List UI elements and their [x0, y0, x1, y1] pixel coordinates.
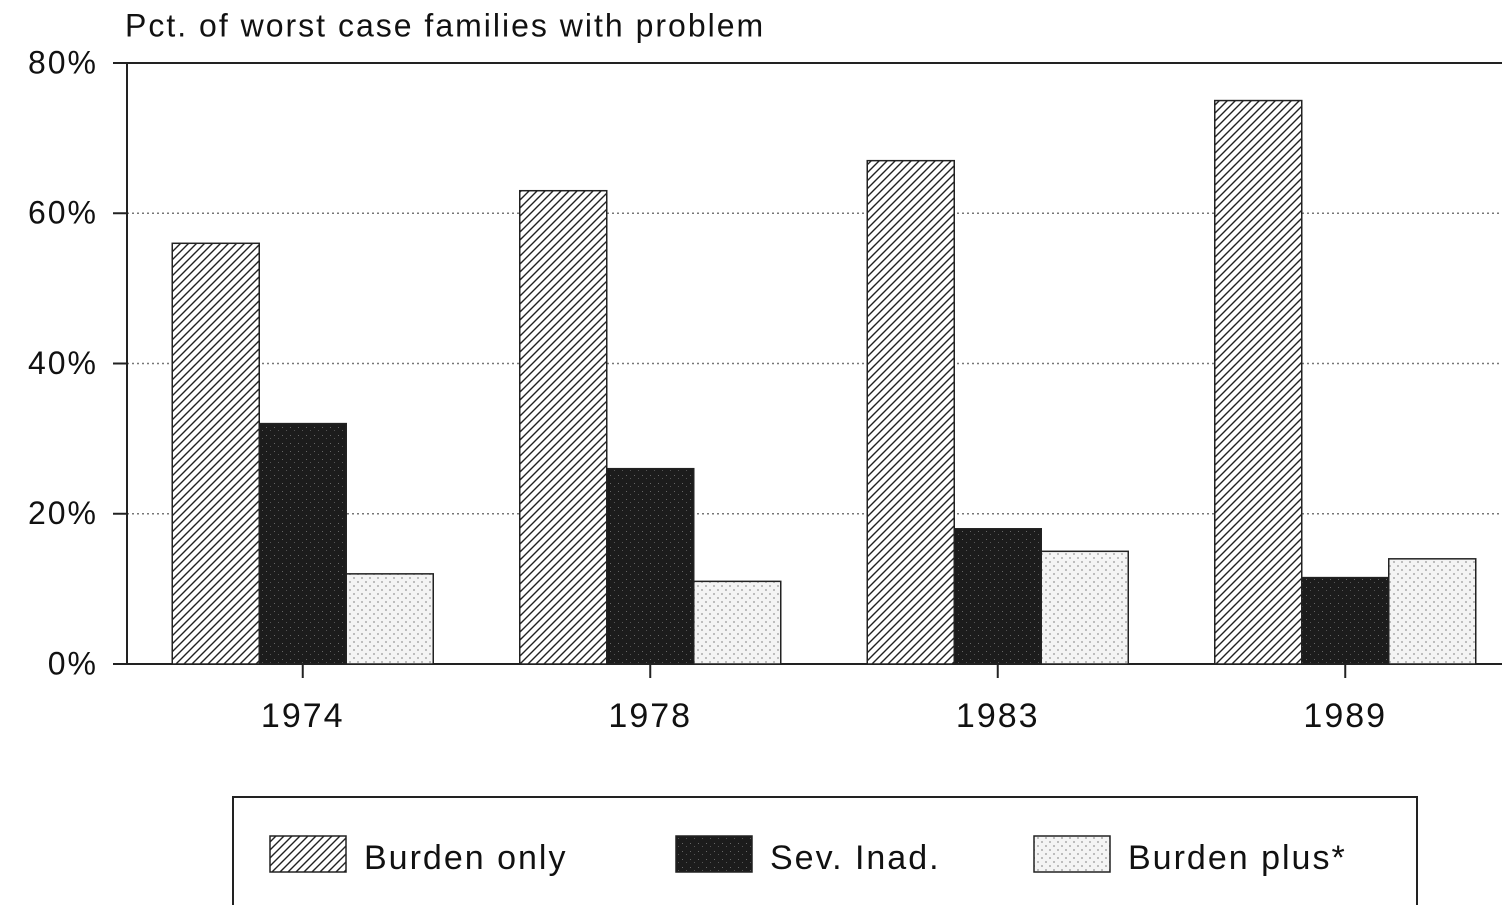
bar [606, 467, 695, 665]
y-tick-label: 0% [48, 645, 98, 681]
bar [693, 580, 782, 665]
bar [258, 422, 347, 665]
legend-swatch [675, 835, 753, 873]
bar [1040, 550, 1129, 665]
x-tick-label: 1989 [1303, 697, 1387, 735]
bar [171, 242, 260, 665]
bar [345, 573, 434, 665]
legend-label: Burden plus* [1128, 839, 1347, 877]
bar [1301, 576, 1390, 665]
legend-label: Burden only [364, 839, 567, 877]
y-tick-label: 40% [28, 345, 98, 381]
y-tick-label: 80% [28, 44, 98, 80]
x-tick-label: 1978 [608, 697, 692, 735]
legend-swatch [269, 835, 347, 873]
legend-label: Sev. Inad. [770, 839, 941, 877]
y-tick-label: 60% [28, 195, 98, 231]
legend-swatch [1033, 835, 1111, 873]
x-tick-label: 1983 [956, 697, 1040, 735]
bar [866, 159, 955, 665]
bar [1388, 558, 1477, 665]
bar [953, 528, 1042, 665]
legend-box [232, 796, 1418, 905]
chart-title: Pct. of worst case families with problem [125, 7, 765, 43]
bar [519, 189, 608, 665]
y-tick-label: 20% [28, 495, 98, 531]
bar [1214, 99, 1303, 665]
x-tick-label: 1974 [261, 697, 345, 735]
